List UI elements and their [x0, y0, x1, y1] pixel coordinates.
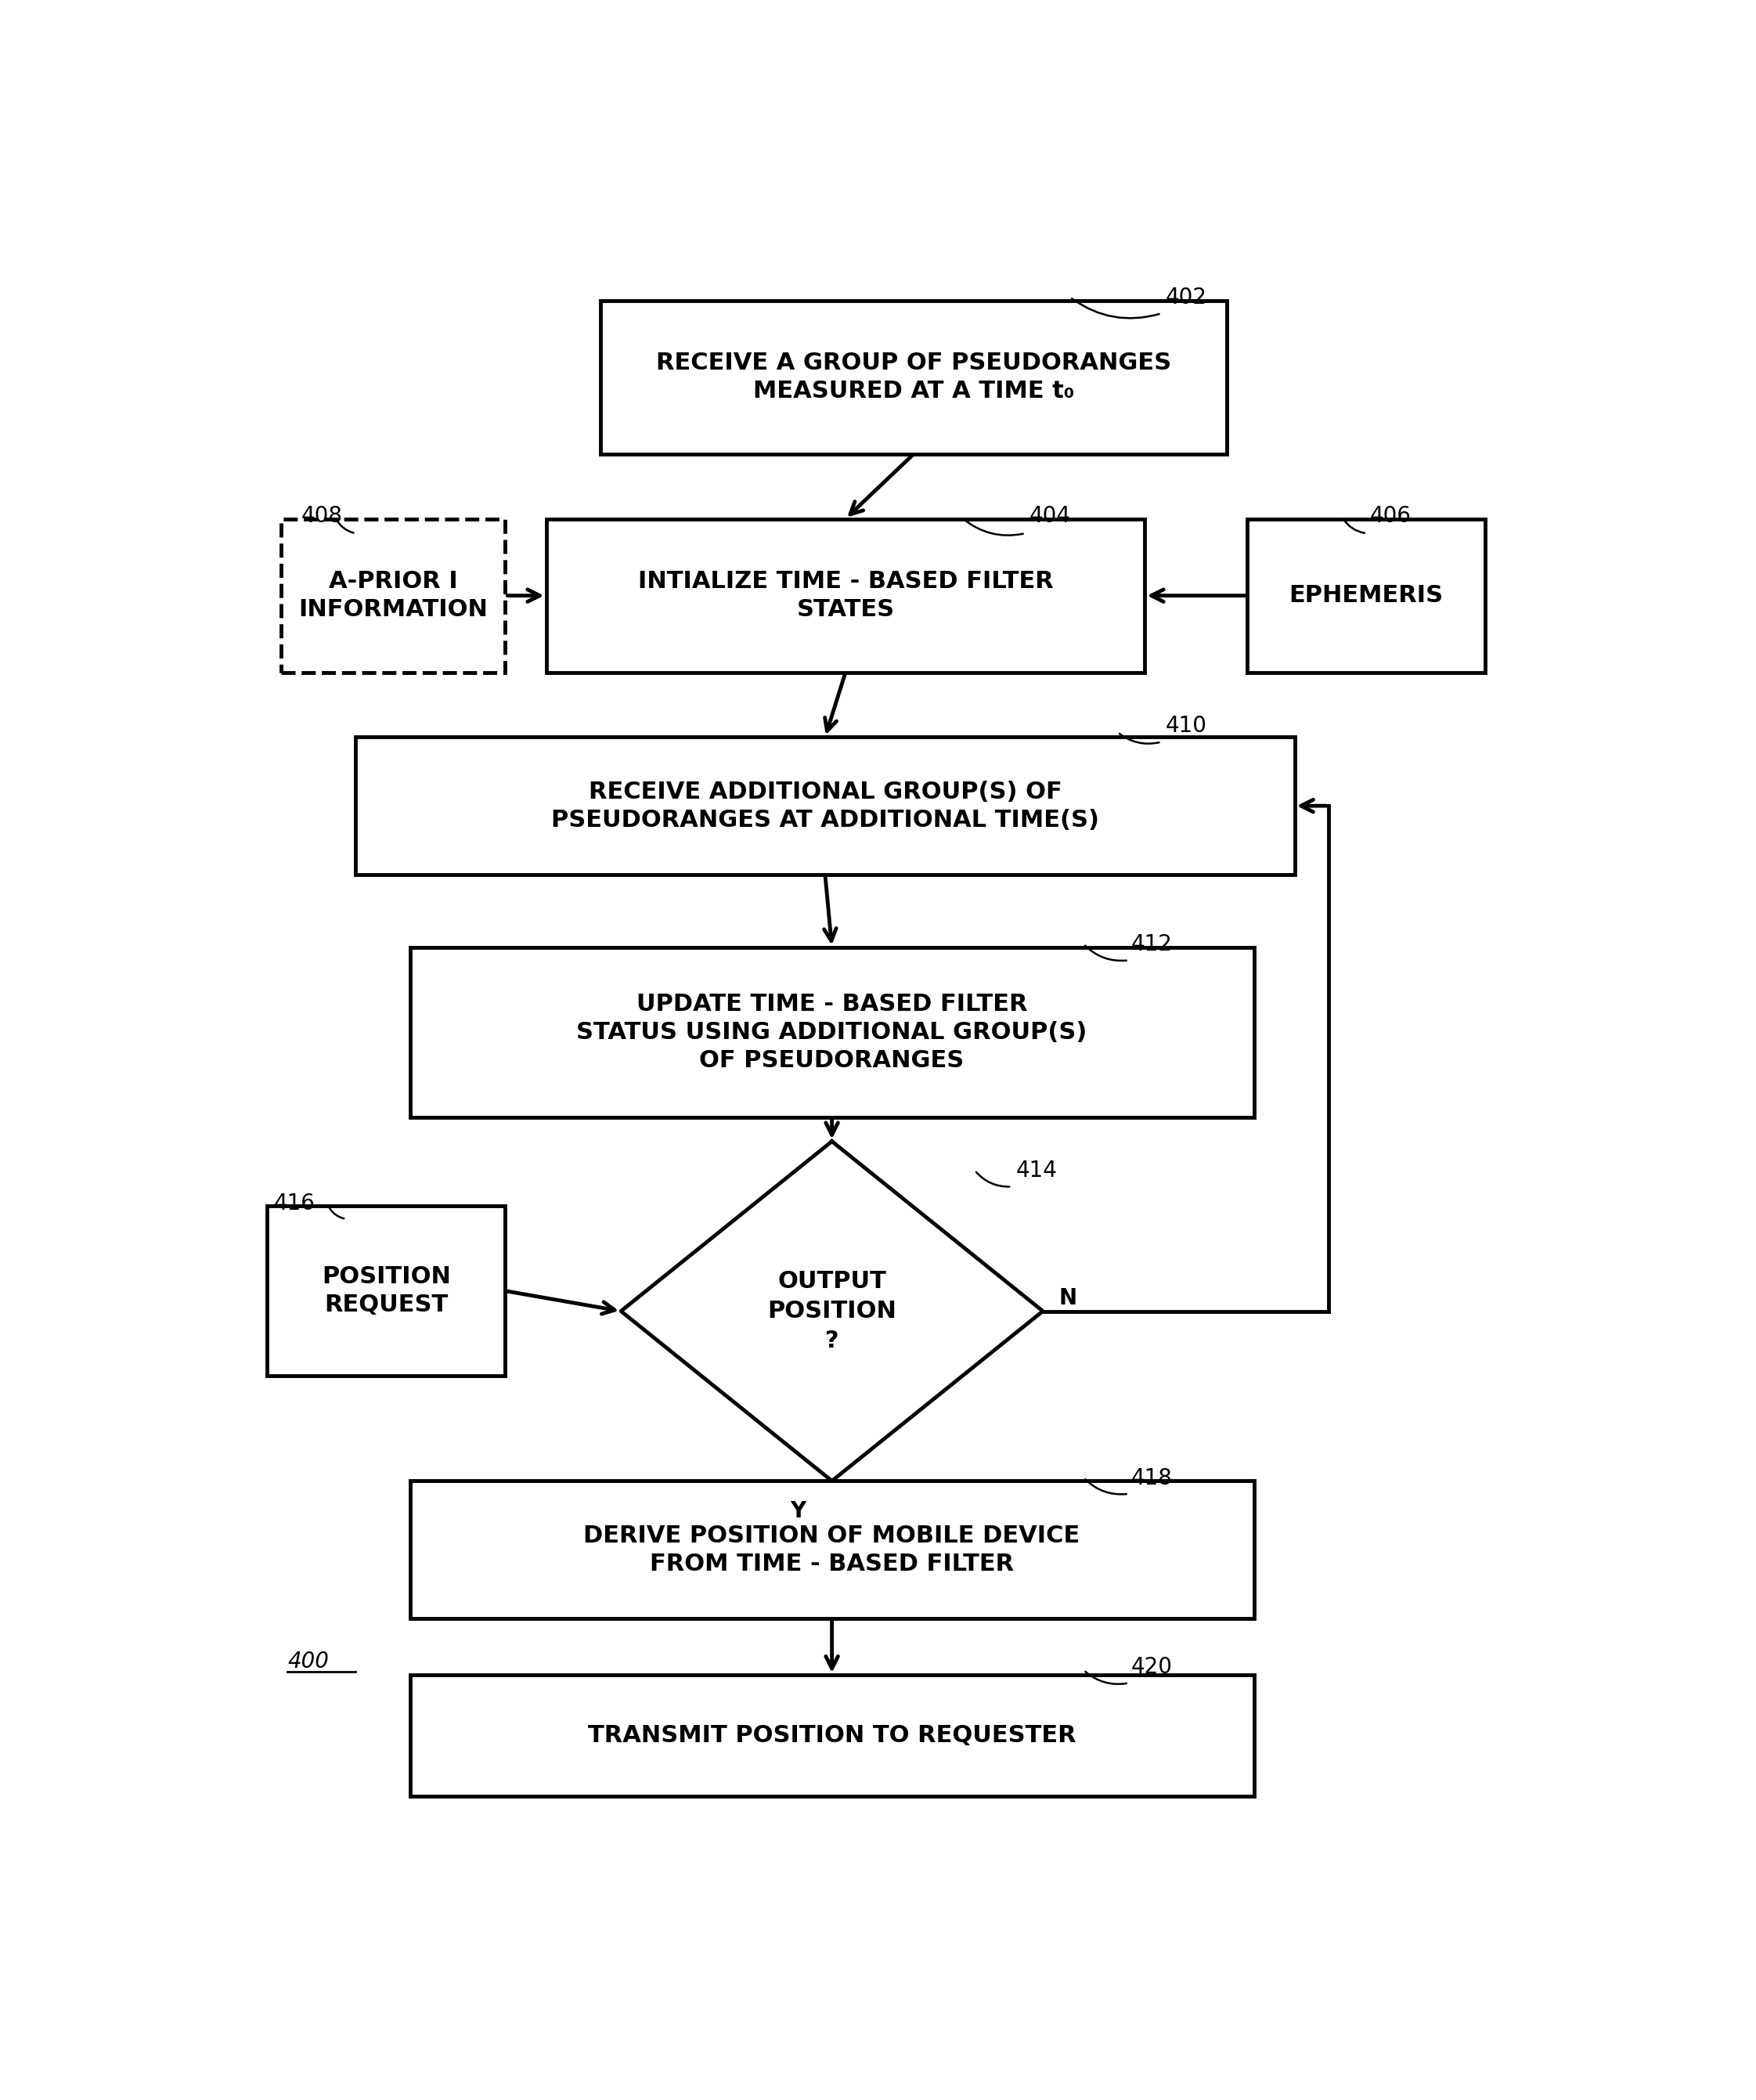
- Text: UPDATE TIME - BASED FILTER
STATUS USING ADDITIONAL GROUP(S)
OF PSEUDORANGES: UPDATE TIME - BASED FILTER STATUS USING …: [576, 993, 1087, 1071]
- Text: EPHEMERIS: EPHEMERIS: [1289, 584, 1443, 607]
- FancyBboxPatch shape: [409, 1480, 1254, 1619]
- Text: A-PRIOR I
INFORMATION: A-PRIOR I INFORMATION: [299, 571, 488, 622]
- FancyBboxPatch shape: [546, 519, 1145, 672]
- FancyBboxPatch shape: [409, 1676, 1254, 1796]
- FancyBboxPatch shape: [267, 1205, 506, 1376]
- Text: Y: Y: [790, 1499, 806, 1522]
- Text: 404: 404: [1029, 504, 1071, 527]
- FancyBboxPatch shape: [1247, 519, 1486, 672]
- Polygon shape: [622, 1142, 1043, 1480]
- FancyBboxPatch shape: [355, 737, 1294, 874]
- Text: N: N: [1059, 1287, 1076, 1308]
- FancyBboxPatch shape: [409, 947, 1254, 1117]
- Text: OUTPUT
POSITION
?: OUTPUT POSITION ?: [767, 1270, 897, 1352]
- Text: 412: 412: [1131, 935, 1173, 956]
- Text: POSITION
REQUEST: POSITION REQUEST: [321, 1266, 451, 1317]
- Text: 420: 420: [1131, 1657, 1173, 1678]
- Text: 400: 400: [288, 1651, 328, 1672]
- Text: RECEIVE ADDITIONAL GROUP(S) OF
PSEUDORANGES AT ADDITIONAL TIME(S): RECEIVE ADDITIONAL GROUP(S) OF PSEUDORAN…: [551, 781, 1099, 832]
- Text: TRANSMIT POSITION TO REQUESTER: TRANSMIT POSITION TO REQUESTER: [588, 1724, 1076, 1747]
- Text: DERIVE POSITION OF MOBILE DEVICE
FROM TIME - BASED FILTER: DERIVE POSITION OF MOBILE DEVICE FROM TI…: [583, 1525, 1080, 1575]
- Text: 410: 410: [1166, 716, 1206, 737]
- FancyBboxPatch shape: [601, 300, 1226, 454]
- Text: 402: 402: [1166, 288, 1206, 309]
- Text: RECEIVE A GROUP OF PSEUDORANGES
MEASURED AT A TIME t₀: RECEIVE A GROUP OF PSEUDORANGES MEASURED…: [657, 353, 1171, 403]
- Text: INTIALIZE TIME - BASED FILTER
STATES: INTIALIZE TIME - BASED FILTER STATES: [637, 571, 1054, 622]
- FancyBboxPatch shape: [281, 519, 506, 672]
- Text: 414: 414: [1015, 1159, 1057, 1182]
- Text: 418: 418: [1131, 1468, 1173, 1489]
- Text: 406: 406: [1370, 504, 1412, 527]
- Text: 416: 416: [274, 1193, 316, 1214]
- Text: 408: 408: [302, 504, 342, 527]
